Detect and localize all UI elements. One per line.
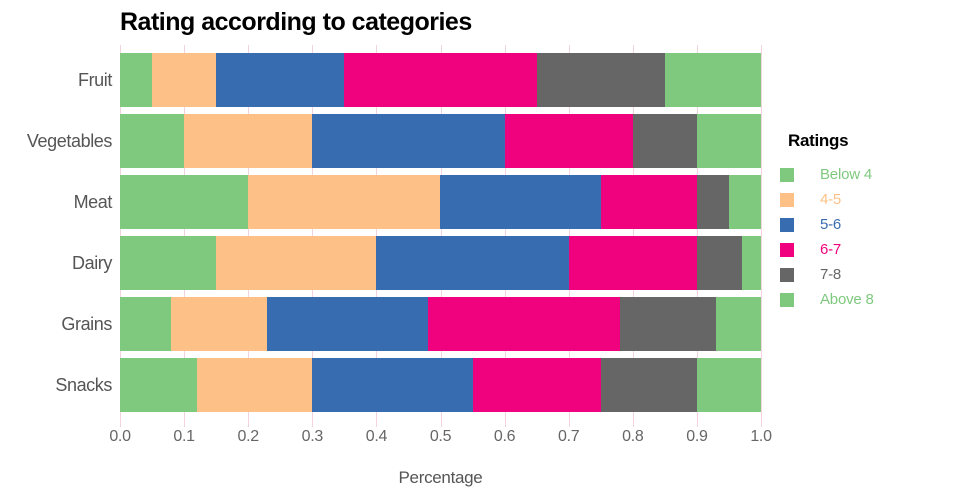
segment-vegetables-7-8[interactable]	[632, 114, 697, 168]
y-label-snacks: Snacks	[55, 375, 112, 395]
bar-row-meat	[120, 175, 761, 229]
bar-row-snacks	[120, 358, 761, 412]
segment-snacks-6-7[interactable]	[472, 358, 601, 412]
legend-label: 5-6	[820, 216, 842, 233]
y-label-grains: Grains	[61, 314, 112, 334]
legend-item-7-8[interactable]: 7-8	[780, 262, 950, 287]
y-label-fruit: Fruit	[77, 70, 112, 90]
segment-dairy-above-8[interactable]	[741, 236, 761, 290]
legend-swatch-icon	[780, 242, 794, 257]
legend-item-4-5[interactable]: 4-5	[780, 187, 950, 212]
x-tick-0.7: 0.7	[558, 428, 580, 445]
segment-meat-4-5[interactable]	[248, 175, 441, 229]
bar-row-grains	[120, 297, 761, 351]
legend-swatch-icon	[780, 267, 794, 282]
x-axis-tick-labels: 0.0 0.1 0.2 0.3 0.4 0.5 0.6 0.7 0.8 0.9 1.0	[109, 428, 772, 448]
x-tick-0.2: 0.2	[237, 428, 260, 445]
y-label-dairy: Dairy	[71, 253, 112, 273]
plot-area	[120, 45, 762, 427]
legend-item-6-7[interactable]: 6-7	[780, 237, 950, 262]
segment-fruit-7-8[interactable]	[536, 53, 665, 107]
segment-meat-below-4[interactable]	[120, 175, 249, 229]
segment-snacks-7-8[interactable]	[600, 358, 697, 412]
segment-snacks-4-5[interactable]	[196, 358, 313, 412]
segment-dairy-5-6[interactable]	[376, 236, 569, 290]
segment-dairy-below-4[interactable]	[120, 236, 217, 290]
segment-meat-7-8[interactable]	[696, 175, 729, 229]
segment-fruit-5-6[interactable]	[216, 53, 345, 107]
x-tick-1.0: 1.0	[750, 428, 772, 445]
segment-vegetables-4-5[interactable]	[184, 114, 313, 168]
segment-grains-below-4[interactable]	[120, 297, 172, 351]
segment-snacks-below-4[interactable]	[120, 358, 197, 412]
segment-fruit-above-8[interactable]	[664, 53, 761, 107]
x-tick-0.9: 0.9	[686, 428, 708, 445]
segment-vegetables-5-6[interactable]	[312, 114, 505, 168]
segment-meat-6-7[interactable]	[600, 175, 697, 229]
legend-label: Below 4	[820, 166, 872, 183]
x-tick-0.3: 0.3	[301, 428, 324, 445]
bar-row-vegetables	[120, 114, 761, 168]
x-tick-0.4: 0.4	[365, 428, 388, 445]
chart-title: Rating according to categories	[120, 8, 472, 36]
legend-swatch-icon	[780, 292, 794, 307]
x-tick-0.8: 0.8	[622, 428, 644, 445]
segment-meat-above-8[interactable]	[728, 175, 761, 229]
legend-swatch-icon	[780, 192, 794, 207]
segment-dairy-4-5[interactable]	[216, 236, 377, 290]
legend: Ratings Below 4 4-5 5-6 6-7 7-8 Above 8	[780, 131, 950, 312]
legend-item-5-6[interactable]: 5-6	[780, 212, 950, 237]
legend-label: Above 8	[820, 291, 874, 308]
segment-vegetables-below-4[interactable]	[120, 114, 185, 168]
segment-vegetables-above-8[interactable]	[696, 114, 761, 168]
legend-title: Ratings	[788, 131, 849, 150]
legend-label: 6-7	[820, 241, 842, 258]
legend-item-above-8[interactable]: Above 8	[780, 287, 950, 312]
x-axis-title: Percentage	[398, 468, 483, 487]
bar-row-fruit	[120, 53, 761, 107]
gridline-1.0	[761, 45, 762, 427]
segment-fruit-below-4[interactable]	[120, 53, 153, 107]
segment-dairy-6-7[interactable]	[568, 236, 697, 290]
legend-item-below-4[interactable]: Below 4	[780, 162, 950, 187]
segment-snacks-above-8[interactable]	[696, 358, 761, 412]
segment-meat-5-6[interactable]	[440, 175, 601, 229]
legend-swatch-icon	[780, 217, 794, 232]
legend-swatch-icon	[780, 167, 794, 182]
legend-label: 7-8	[820, 266, 842, 283]
segment-vegetables-6-7[interactable]	[504, 114, 633, 168]
legend-items: Below 4 4-5 5-6 6-7 7-8 Above 8	[780, 162, 950, 312]
y-axis-labels: Fruit Vegetables Meat Dairy Grains Snacks	[0, 45, 112, 419]
segment-fruit-4-5[interactable]	[152, 53, 217, 107]
bar-rows	[120, 45, 761, 419]
legend-label: 4-5	[820, 191, 842, 208]
y-label-meat: Meat	[73, 192, 113, 212]
x-tick-0.6: 0.6	[493, 428, 516, 445]
x-tick-0.5: 0.5	[429, 428, 452, 445]
x-tick-0.0: 0.0	[109, 428, 131, 445]
segment-fruit-6-7[interactable]	[344, 53, 537, 107]
segment-grains-above-8[interactable]	[716, 297, 761, 351]
segment-grains-5-6[interactable]	[267, 297, 428, 351]
segment-grains-6-7[interactable]	[427, 297, 620, 351]
x-tick-0.1: 0.1	[173, 428, 195, 445]
segment-dairy-7-8[interactable]	[696, 236, 742, 290]
segment-grains-4-5[interactable]	[171, 297, 268, 351]
bar-row-dairy	[120, 236, 761, 290]
segment-grains-7-8[interactable]	[619, 297, 717, 351]
segment-snacks-5-6[interactable]	[312, 358, 473, 412]
y-label-vegetables: Vegetables	[26, 131, 112, 151]
